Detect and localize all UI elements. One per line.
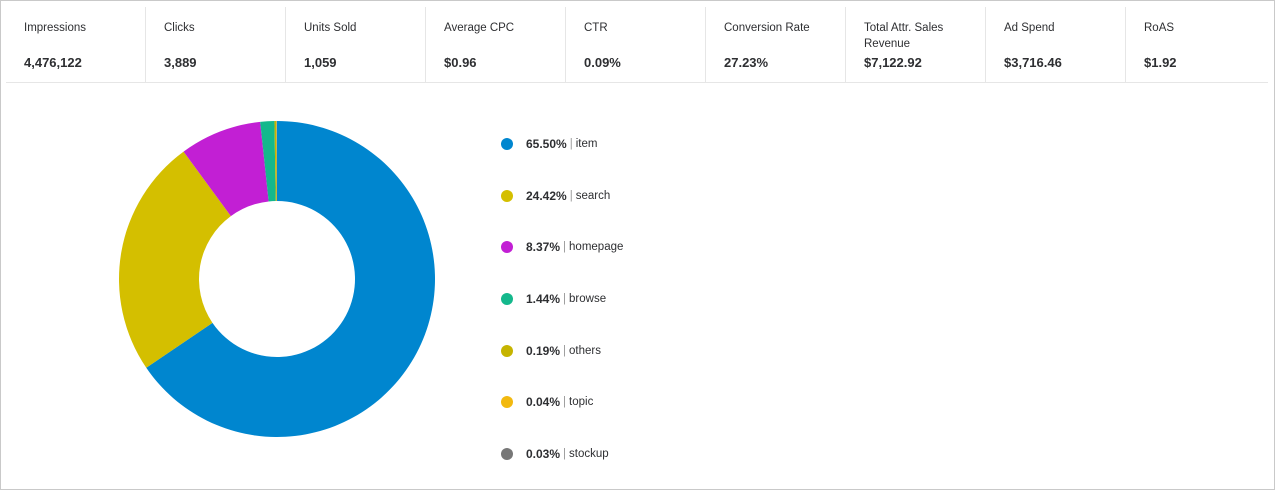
metric-total-attr-sales-revenue: Total Attr. Sales Revenue $7,122.92 (846, 7, 986, 83)
metric-ad-spend: Ad Spend $3,716.46 (986, 7, 1126, 83)
legend-item-homepage[interactable]: 8.37%|homepage (501, 238, 623, 256)
legend-value: 0.04% (526, 395, 560, 409)
legend-label: item (576, 138, 598, 150)
legend-swatch (501, 345, 513, 357)
legend-item-search[interactable]: 24.42%|search (501, 187, 623, 205)
legend-item-item[interactable]: 65.50%|item (501, 135, 623, 153)
metric-value: $3,716.46 (1004, 55, 1062, 70)
metric-label: Conversion Rate (724, 20, 834, 36)
metric-conversion-rate: Conversion Rate 27.23% (706, 7, 846, 83)
legend-item-browse[interactable]: 1.44%|browse (501, 290, 623, 308)
metric-roas: RoAS $1.92 (1126, 7, 1268, 83)
legend-swatch (501, 138, 513, 150)
metric-value: 1,059 (304, 55, 337, 70)
metric-value: 27.23% (724, 55, 768, 70)
legend-separator: | (563, 448, 566, 460)
legend-value: 8.37% (526, 240, 560, 254)
legend-separator: | (570, 138, 573, 150)
metric-label: Impressions (24, 20, 134, 36)
legend-value: 0.03% (526, 447, 560, 461)
legend-label: search (576, 190, 611, 202)
legend-value: 1.44% (526, 292, 560, 306)
legend-item-topic[interactable]: 0.04%|topic (501, 393, 623, 411)
legend-separator: | (563, 241, 566, 253)
metric-label: Ad Spend (1004, 20, 1114, 36)
legend-label: stockup (569, 448, 609, 460)
legend-swatch (501, 241, 513, 253)
metric-clicks: Clicks 3,889 (146, 7, 286, 83)
metric-label: Total Attr. Sales Revenue (864, 20, 974, 52)
metric-value: $1.92 (1144, 55, 1177, 70)
metric-label: Clicks (164, 20, 274, 36)
metric-ctr: CTR 0.09% (566, 7, 706, 83)
legend-value: 24.42% (526, 189, 567, 203)
legend-label: homepage (569, 241, 623, 253)
metric-value: $0.96 (444, 55, 477, 70)
legend-label: others (569, 345, 601, 357)
legend-value: 0.19% (526, 344, 560, 358)
metric-value: 4,476,122 (24, 55, 82, 70)
legend-item-others[interactable]: 0.19%|others (501, 342, 623, 360)
metrics-bar: Impressions 4,476,122 Clicks 3,889 Units… (6, 7, 1268, 83)
metric-value: $7,122.92 (864, 55, 922, 70)
legend-swatch (501, 448, 513, 460)
metric-label: RoAS (1144, 20, 1254, 36)
metric-value: 3,889 (164, 55, 197, 70)
legend-label: topic (569, 396, 593, 408)
legend-label: browse (569, 293, 606, 305)
metric-value: 0.09% (584, 55, 621, 70)
legend-separator: | (563, 345, 566, 357)
metric-label: Average CPC (444, 20, 554, 36)
legend-value: 65.50% (526, 137, 567, 151)
legend-swatch (501, 293, 513, 305)
metric-label: Units Sold (304, 20, 414, 36)
legend-item-stockup[interactable]: 0.03%|stockup (501, 445, 623, 463)
donut-chart (117, 119, 437, 439)
legend-separator: | (563, 293, 566, 305)
legend-swatch (501, 396, 513, 408)
metric-average-cpc: Average CPC $0.96 (426, 7, 566, 83)
legend-separator: | (570, 190, 573, 202)
legend-swatch (501, 190, 513, 202)
metric-units-sold: Units Sold 1,059 (286, 7, 426, 83)
metric-impressions: Impressions 4,476,122 (6, 7, 146, 83)
metric-label: CTR (584, 20, 694, 36)
legend-separator: | (563, 396, 566, 408)
